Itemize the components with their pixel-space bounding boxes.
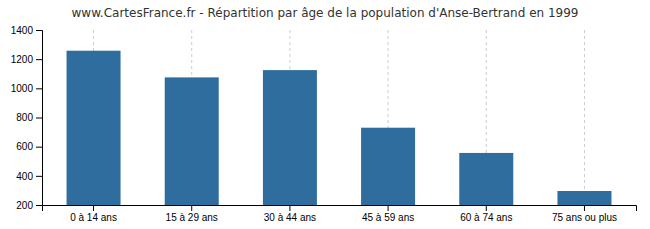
tick-mark <box>36 59 42 60</box>
tick: 60 à 74 ans <box>460 205 512 223</box>
tick-mark <box>388 205 389 211</box>
grid-line <box>584 30 585 205</box>
tick: 15 à 29 ans <box>166 205 218 223</box>
tick-label: 75 ans ou plus <box>552 212 617 223</box>
tick-mark <box>93 205 94 211</box>
tick-mark <box>191 205 192 211</box>
x-axis: 0 à 14 ans 15 à 29 ans 30 à 44 ans 45 à 59 … <box>43 205 637 223</box>
bar <box>263 70 317 205</box>
tick: 45 à 59 ans <box>362 205 414 223</box>
tick-mark <box>36 205 42 206</box>
axis-line <box>36 31 43 206</box>
tick-mark <box>36 147 42 148</box>
tick-label: 800 <box>16 112 33 123</box>
title: www.CartesFrance.fr - Répartition par âg… <box>72 6 579 20</box>
tick: 200 <box>16 200 42 211</box>
tick-label: 1000 <box>11 83 34 94</box>
tick-mark <box>36 118 42 119</box>
tick: 400 <box>16 171 42 182</box>
tick-label: 1400 <box>11 25 34 36</box>
tick: 30 à 44 ans <box>264 205 316 223</box>
tick: 600 <box>16 141 42 152</box>
bar <box>459 153 513 205</box>
tick-label: 600 <box>16 141 33 152</box>
tick-label: 0 à 14 ans <box>70 212 117 223</box>
tick-label: 30 à 44 ans <box>264 212 316 223</box>
axis-line <box>43 206 637 212</box>
tick-label: 400 <box>16 171 33 182</box>
bar <box>165 77 219 205</box>
chart: 200 400 600 800 1000 1200 1400 0 à 14 ans 15 à 2… <box>0 0 650 229</box>
tick-label: 60 à 74 ans <box>460 212 512 223</box>
bar <box>557 191 611 205</box>
y-axis: 200 400 600 800 1000 1200 1400 <box>11 25 43 211</box>
tick: 1400 <box>11 25 42 36</box>
bars <box>67 51 612 205</box>
tick-mark <box>584 205 585 211</box>
tick-mark <box>289 205 290 211</box>
plot: 200 400 600 800 1000 1200 1400 0 à 14 ans 15 à 2… <box>11 25 637 229</box>
tick-mark <box>36 176 42 177</box>
tick-mark <box>36 30 42 31</box>
bar <box>67 51 121 205</box>
tick-label: 15 à 29 ans <box>166 212 218 223</box>
tick-label: 45 à 59 ans <box>362 212 414 223</box>
tick-label: 1200 <box>11 54 34 65</box>
tick: 75 ans ou plus <box>552 205 617 223</box>
tick-mark <box>36 88 42 89</box>
tick: 1200 <box>11 54 42 65</box>
bar <box>361 128 415 205</box>
tick-label: 200 <box>16 200 33 211</box>
tick: 800 <box>16 112 42 123</box>
tick-mark <box>486 205 487 211</box>
tick: 1000 <box>11 83 42 94</box>
tick: 0 à 14 ans <box>70 205 117 223</box>
